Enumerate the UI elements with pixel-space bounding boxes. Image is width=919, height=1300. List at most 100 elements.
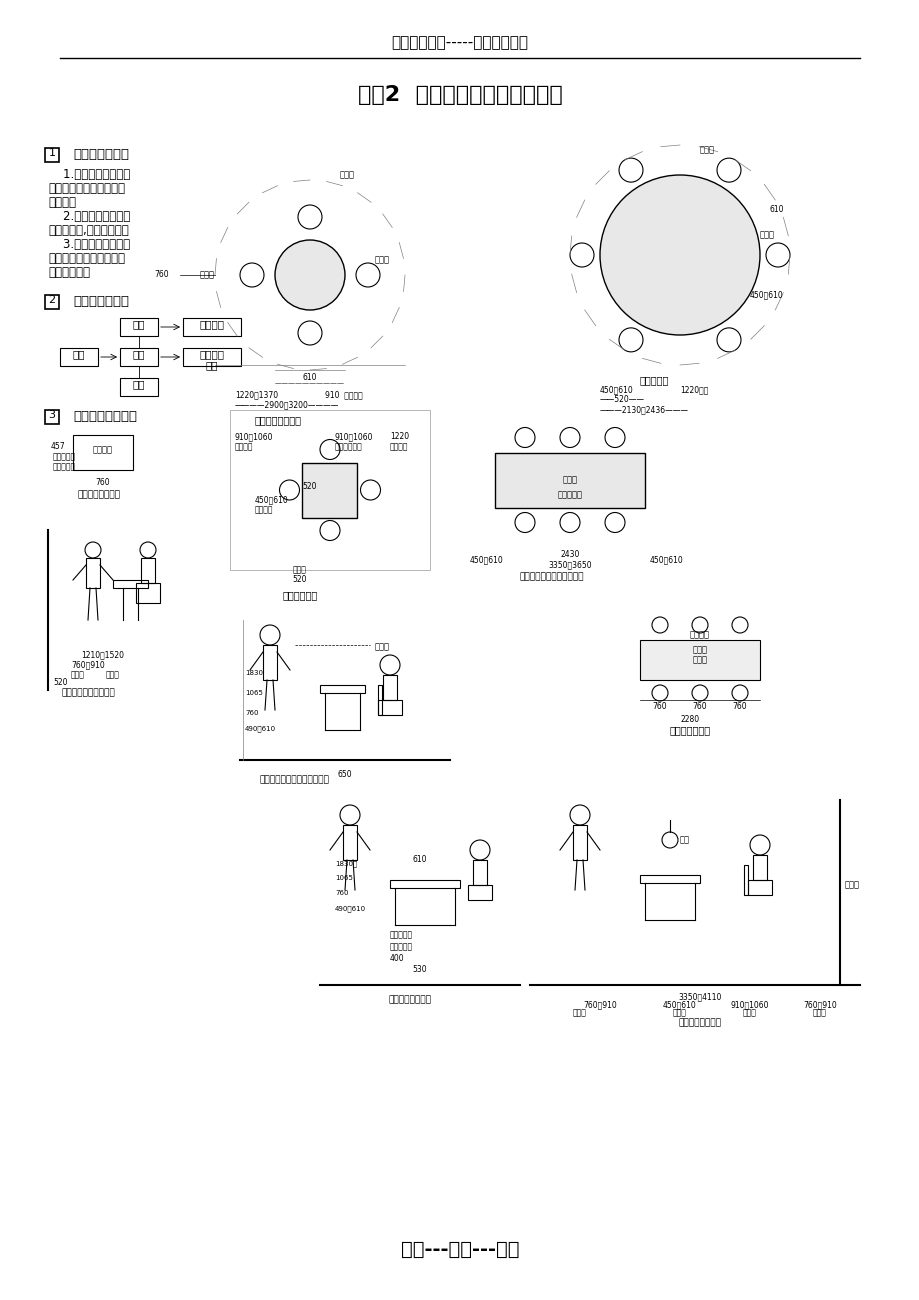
Text: ——520——: ——520—— (599, 395, 644, 404)
Text: 1220～1370: 1220～1370 (234, 390, 278, 399)
Text: 公用区: 公用区 (759, 230, 774, 239)
Text: 610: 610 (302, 373, 317, 382)
Text: 2430: 2430 (560, 550, 579, 559)
Bar (382, 675, 397, 699)
Text: 650: 650 (337, 770, 352, 779)
Text: 进餐公用区: 进餐公用区 (390, 930, 413, 939)
Text: 附录2  餐厅设计要点及常用尺度: 附录2 餐厅设计要点及常用尺度 (357, 84, 562, 105)
Bar (302, 463, 357, 517)
Bar (378, 699, 402, 715)
Bar (119, 378, 158, 396)
Text: 就坐区: 就坐区 (673, 1008, 686, 1017)
Text: 就坐区: 就坐区 (106, 670, 119, 679)
Text: 布置区: 布置区 (375, 255, 390, 264)
Text: 450～610: 450～610 (650, 555, 683, 564)
Text: 1210～1520: 1210～1520 (82, 650, 124, 659)
Bar (343, 826, 357, 861)
Text: 餐桌中线: 餐桌中线 (689, 630, 709, 640)
Text: 的一隅。: 的一隅。 (48, 196, 76, 209)
Text: 910～1060: 910～1060 (234, 432, 273, 441)
Text: 490～610: 490～610 (244, 725, 276, 732)
Text: 最小用餐单元宽度: 最小用餐单元宽度 (678, 1018, 720, 1027)
Text: 760: 760 (335, 891, 348, 896)
Text: 760: 760 (732, 702, 746, 711)
Text: 通道布置区: 通道布置区 (53, 462, 76, 471)
Bar (85, 558, 100, 588)
Text: 2.就餐区域尺寸应考: 2.就餐区域尺寸应考 (48, 211, 130, 224)
Text: 490～610: 490～610 (335, 905, 366, 911)
Text: 三人进餐桌布置: 三人进餐桌布置 (669, 725, 709, 734)
Text: 2280: 2280 (680, 715, 698, 724)
Text: 最小间距: 最小间距 (234, 442, 254, 451)
Text: 457: 457 (51, 442, 65, 451)
Text: 760～910: 760～910 (802, 1000, 836, 1009)
Bar (141, 558, 154, 582)
Bar (73, 436, 133, 471)
Text: 厨房: 厨房 (73, 348, 85, 359)
Text: 通道区: 通道区 (573, 1008, 586, 1017)
Text: 座椅后最小可通行间距: 座椅后最小可通行间距 (61, 688, 115, 697)
Text: 610: 610 (413, 855, 426, 865)
Bar (390, 880, 460, 888)
Text: 通道区: 通道区 (812, 1008, 826, 1017)
Text: ——————————: —————————— (275, 380, 345, 386)
Text: 四人用小方桌: 四人用小方桌 (282, 590, 317, 601)
Bar (113, 580, 148, 588)
Bar (45, 410, 59, 424)
Text: 760～910: 760～910 (71, 660, 105, 670)
Bar (45, 295, 59, 309)
Text: 墙边线: 墙边线 (844, 880, 859, 889)
Text: 最小就坐区间距（不能通行）: 最小就坐区间距（不能通行） (260, 775, 330, 784)
Text: 布置区: 布置区 (562, 474, 577, 484)
Text: ———2130～2436———: ———2130～2436——— (599, 406, 688, 413)
Bar (320, 685, 365, 693)
Bar (230, 410, 429, 569)
Text: 760: 760 (96, 478, 110, 488)
Bar (573, 826, 586, 861)
Text: 精选优质文档-----倾情为你奉上: 精选优质文档-----倾情为你奉上 (391, 35, 528, 49)
Text: 最佳进餐布置尺寸: 最佳进餐布置尺寸 (78, 490, 121, 499)
Circle shape (275, 240, 345, 309)
Text: 1065: 1065 (244, 690, 263, 696)
Circle shape (599, 176, 759, 335)
Text: 910～1060: 910～1060 (730, 1000, 768, 1009)
Text: 1220直径: 1220直径 (679, 385, 708, 394)
Text: 3.正式的餐厅内应设: 3.正式的餐厅内应设 (48, 238, 130, 251)
Text: 餐具贮藏: 餐具贮藏 (199, 318, 224, 329)
Bar (640, 875, 699, 883)
Text: 藏柜等设备。: 藏柜等设备。 (48, 266, 90, 280)
Text: 2: 2 (49, 295, 55, 306)
Text: 610: 610 (769, 205, 784, 214)
Text: 910  餐桌直径: 910 餐桌直径 (324, 390, 362, 399)
Text: 760: 760 (154, 270, 169, 280)
Bar (119, 348, 158, 367)
Text: 最小间距: 最小间距 (255, 504, 273, 514)
Text: 进餐公用区: 进餐公用区 (53, 452, 76, 462)
Text: 520: 520 (292, 575, 307, 584)
Bar (747, 880, 771, 894)
Bar (263, 645, 277, 680)
Text: 520: 520 (53, 679, 68, 686)
Bar (60, 348, 98, 367)
Text: 就餐: 就餐 (132, 348, 145, 359)
Text: 450～610: 450～610 (255, 495, 289, 504)
Bar (472, 861, 486, 885)
Bar (743, 864, 747, 894)
Text: 通行区: 通行区 (199, 270, 215, 280)
Text: 760: 760 (692, 702, 707, 711)
Text: 3: 3 (49, 410, 55, 420)
Text: 布置区: 布置区 (699, 146, 714, 153)
Bar (468, 885, 492, 900)
Text: 450～610: 450～610 (599, 385, 633, 394)
Bar (183, 318, 241, 335)
Text: 客厅: 客厅 (132, 380, 145, 389)
Text: 公用区: 公用区 (340, 170, 355, 179)
Text: 1065: 1065 (335, 875, 353, 881)
Text: 进餐布置区: 进餐布置区 (390, 942, 413, 952)
Text: ————2900～3200————: ————2900～3200———— (234, 400, 339, 410)
Bar (119, 318, 158, 335)
Text: 进餐公用区: 进餐公用区 (557, 490, 582, 499)
Text: 餐厅的功能分析: 餐厅的功能分析 (73, 295, 129, 308)
Bar (378, 685, 381, 715)
Text: 通行区: 通行区 (293, 566, 307, 575)
